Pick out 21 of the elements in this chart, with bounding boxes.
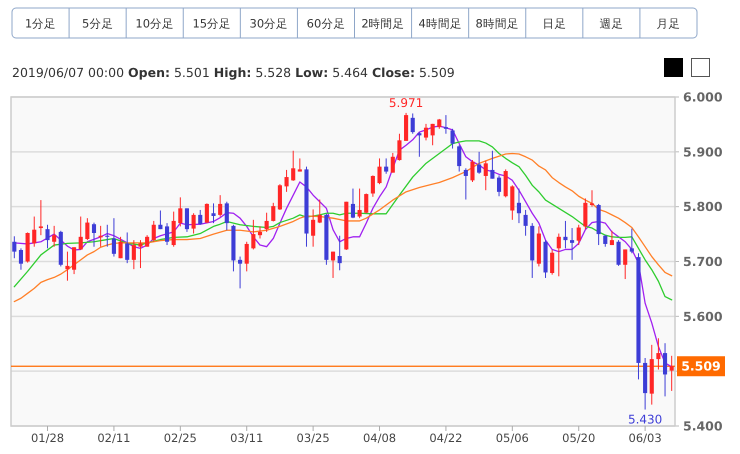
text: 2019/06/07 00:00 Open: 5.501 High: 5.528 Low: 5.464 Close: 5.509 (12, 65, 455, 80)
x-tick-label: 04/08 (362, 431, 396, 445)
x-tick-label: 05/06 (496, 431, 529, 445)
y-tick-label: 5.600 (683, 308, 723, 324)
y-tick-label: 6.000 (683, 90, 723, 104)
y-tick-label: 5.400 (683, 418, 723, 434)
timeframe-buttons: 1分足 5分足 10分足 15分足 30分足 60分足 2時間足 4時間足 8時間足 日足 週足 月足 (12, 8, 698, 38)
y-tick-label: 5.800 (683, 199, 723, 214)
y-tick-label: 5.900 (683, 144, 723, 160)
x-tick-label: 05/20 (562, 431, 596, 445)
x-tick-label: 02/11 (97, 431, 130, 445)
x-tick-label: 06/03 (628, 431, 662, 445)
x-tick-label: 04/22 (429, 431, 462, 445)
y-tick-label: 5.700 (683, 254, 723, 269)
ref-line-label: 5.509 (681, 358, 721, 374)
annotation: 5.430 (628, 412, 662, 427)
x-tick-label: 03/11 (230, 431, 264, 445)
x-tick-label: 01/28 (30, 431, 64, 445)
x-tick-label: 03/25 (296, 431, 330, 445)
annotation: 5.971 (388, 96, 424, 110)
x-tick-label: 02/25 (164, 431, 197, 445)
